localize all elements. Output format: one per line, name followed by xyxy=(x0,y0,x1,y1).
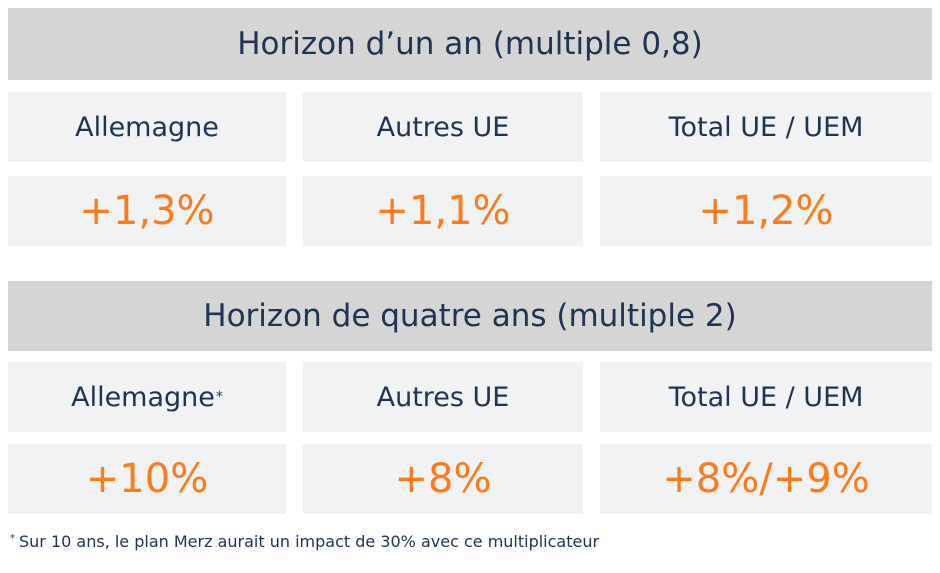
footnote-marker: * xyxy=(10,532,15,544)
label-cell-germany-1y: Allemagne xyxy=(8,92,286,162)
label-cell-total-eu-1y: Total UE / UEM xyxy=(600,92,932,162)
value-cell-other-eu-1y: +1,1% xyxy=(303,176,583,246)
label-cell-total-eu-4y: Total UE / UEM xyxy=(600,362,932,432)
section-title-one-year: Horizon d’un an (multiple 0,8) xyxy=(8,8,932,80)
label-cell-germany-4y: Allemagne * xyxy=(8,362,286,432)
value-germany: +1,3% xyxy=(79,188,215,234)
value-total-eu: +1,2% xyxy=(698,188,834,234)
value-other-eu: +8% xyxy=(394,456,492,502)
label-total-eu: Total UE / UEM xyxy=(668,111,864,143)
footnote-marker: * xyxy=(215,389,223,405)
value-cell-other-eu-4y: +8% xyxy=(303,444,583,514)
footnote-text: Sur 10 ans, le plan Merz aurait un impac… xyxy=(19,532,600,551)
label-germany: Allemagne xyxy=(71,381,215,413)
label-germany: Allemagne xyxy=(75,111,219,143)
footnote: * Sur 10 ans, le plan Merz aurait un impa… xyxy=(10,532,930,551)
value-germany: +10% xyxy=(85,456,209,502)
section-title-four-years: Horizon de quatre ans (multiple 2) xyxy=(8,281,932,351)
label-cell-other-eu-4y: Autres UE xyxy=(303,362,583,432)
label-cell-other-eu-1y: Autres UE xyxy=(303,92,583,162)
value-total-eu: +8%/+9% xyxy=(662,456,870,502)
value-cell-total-eu-4y: +8%/+9% xyxy=(600,444,932,514)
value-cell-germany-1y: +1,3% xyxy=(8,176,286,246)
value-other-eu: +1,1% xyxy=(375,188,511,234)
value-cell-total-eu-1y: +1,2% xyxy=(600,176,932,246)
label-other-eu: Autres UE xyxy=(376,111,510,143)
label-other-eu: Autres UE xyxy=(376,381,510,413)
value-cell-germany-4y: +10% xyxy=(8,444,286,514)
label-total-eu: Total UE / UEM xyxy=(668,381,864,413)
